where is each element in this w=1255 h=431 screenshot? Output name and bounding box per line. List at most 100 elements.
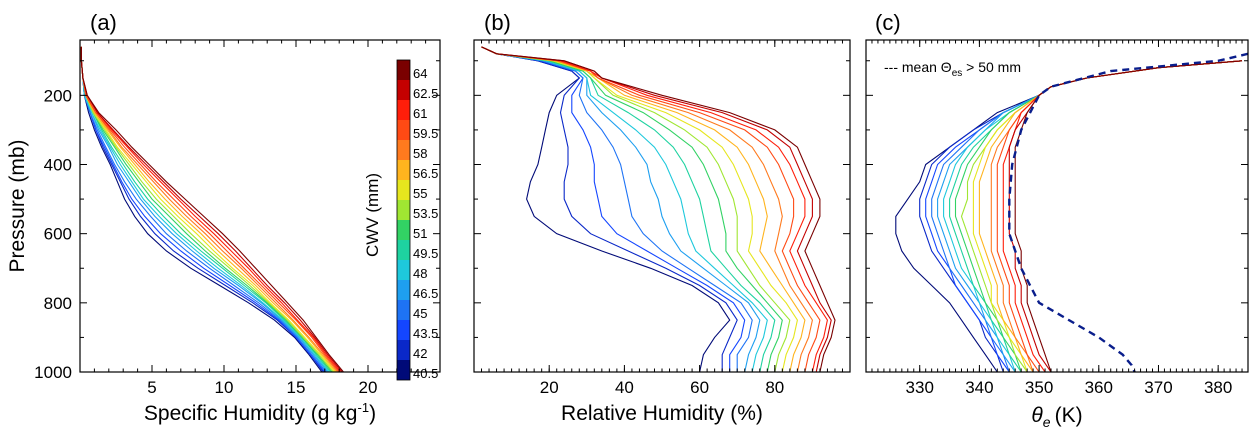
x-tick-label: 5 [147, 378, 156, 397]
profile-line-55 [80, 46, 336, 372]
panel-b-x-axis-title: Relative Humidity (%) [561, 402, 763, 425]
y-axis-title: Pressure (mb) [6, 139, 29, 272]
cwv-colorbar: 64 62.5 61 59.5 58 56.5 55 53.5 51 49.5 48 46.5 45 43… [396, 59, 438, 381]
profile-line-64 [481, 46, 836, 372]
profile-line-51 [954, 60, 1243, 372]
colorbar-swatch [397, 260, 410, 280]
panel-a-x-axis-title: Specific Humidity (g kg-1) [144, 400, 376, 425]
x-tick-label: 360 [1085, 378, 1113, 397]
profile-line-61 [1002, 60, 1243, 372]
profile-line-62_5 [481, 46, 832, 372]
colorbar-label: 48 [413, 266, 427, 281]
x-tick-label: 350 [1025, 378, 1053, 397]
colorbar-swatch [397, 340, 410, 360]
x-tick-label: 15 [287, 378, 306, 397]
colorbar-label: 46.5 [413, 286, 438, 301]
panel-a: (a) 5 10 15 20 200 400 600 800 1000 Pressure (mb… [6, 10, 441, 425]
profile-line-61 [481, 46, 828, 372]
profile-line-48 [481, 46, 768, 372]
profile-line-45 [481, 46, 753, 372]
panel-b: (b) 20 40 60 80 Relative Humidity (%) [473, 10, 851, 425]
profile-line-42 [481, 46, 738, 372]
panel-b-profiles [481, 46, 836, 372]
colorbar-label: 45 [413, 306, 427, 321]
panel-c-frame [865, 39, 1249, 373]
colorbar-label: 49.5 [413, 246, 438, 261]
colorbar-outline [396, 59, 411, 381]
colorbar-label: 62.5 [413, 86, 438, 101]
panel-c-x-axis-title: θe (K) [1031, 404, 1082, 430]
profile-line-45 [931, 60, 1243, 372]
x-tick-label: 370 [1144, 378, 1172, 397]
colorbar-label: 61 [413, 106, 427, 121]
x-tick-label: 80 [765, 378, 784, 397]
profile-line-48 [80, 46, 330, 372]
panel-a-profiles [80, 46, 344, 372]
mean-theta-es-curve [1008, 52, 1248, 372]
profile-line-42 [919, 60, 1243, 372]
colorbar-swatch [397, 80, 410, 100]
x-tick-label: 40 [615, 378, 634, 397]
colorbar-swatch [397, 320, 410, 340]
colorbar-swatch [397, 240, 410, 260]
colorbar-label: 42 [413, 346, 427, 361]
panel-c-profiles [895, 52, 1248, 372]
colorbar-label: 64 [413, 66, 427, 81]
x-tick-label: 60 [690, 378, 709, 397]
x-tick-label: 380 [1204, 378, 1232, 397]
panel-c-label: (c) [875, 10, 901, 35]
colorbar-swatch [397, 140, 410, 160]
profile-line-62_5 [1008, 60, 1243, 372]
profile-line-40_5 [895, 60, 1243, 372]
y-tick-label: 400 [44, 156, 72, 175]
y-tick-label: 200 [44, 86, 72, 105]
panel-a-frame [79, 39, 441, 373]
x-tick-label: 10 [215, 378, 234, 397]
panel-b-label: (b) [484, 10, 511, 35]
y-tick-label: 1000 [34, 363, 72, 382]
x-tick-label: 20 [359, 378, 378, 397]
colorbar-label: 56.5 [413, 166, 438, 181]
panel-c-legend: --- mean Θes > 50 mm [884, 59, 1021, 79]
profile-line-64 [1014, 60, 1243, 372]
colorbar-label: 43.5 [413, 326, 438, 341]
colorbar-swatch [397, 160, 410, 180]
profile-line-56_5 [481, 46, 806, 372]
colorbar-label: 40.5 [413, 366, 438, 381]
y-tick-label: 600 [44, 225, 72, 244]
profile-line-55 [481, 46, 798, 372]
x-tick-label: 330 [906, 378, 934, 397]
colorbar-swatch [397, 200, 410, 220]
colorbar-swatch [397, 60, 410, 80]
colorbar-swatch [397, 280, 410, 300]
colorbar-label: 51 [413, 226, 427, 241]
panel-c-ticks: 330 340 350 360 370 380 [865, 40, 1249, 397]
profile-line-61 [80, 46, 342, 372]
colorbar-label: 55 [413, 186, 427, 201]
profile-line-49_5 [80, 46, 332, 372]
profile-line-62_5 [80, 46, 343, 372]
x-tick-label: 20 [540, 378, 559, 397]
profile-line-59_5 [80, 46, 340, 372]
profile-line-49_5 [481, 46, 776, 372]
x-tick-label: 340 [965, 378, 993, 397]
colorbar-title: CWV (mm) [363, 173, 382, 257]
colorbar-label: 53.5 [413, 206, 438, 221]
profile-line-51 [481, 46, 783, 372]
colorbar-label: 58 [413, 146, 427, 161]
profile-line-59_5 [481, 46, 821, 372]
colorbar-label: 59.5 [413, 126, 438, 141]
panel-a-ticks: 5 10 15 20 200 400 600 800 1000 [34, 40, 441, 397]
colorbar-swatch [397, 220, 410, 240]
panel-a-label: (a) [90, 10, 117, 35]
panel-c: (c) 330 340 350 360 370 380 --- mean Θes > 50… [865, 10, 1249, 430]
colorbar-swatch [397, 180, 410, 200]
colorbar-swatch [397, 300, 410, 320]
panel-b-ticks: 20 40 60 80 [473, 40, 851, 397]
colorbar-swatch [397, 360, 410, 380]
profile-line-46_5 [481, 46, 761, 372]
colorbar-swatch [397, 120, 410, 140]
profile-line-56_5 [80, 46, 337, 372]
colorbar-swatch [397, 100, 410, 120]
